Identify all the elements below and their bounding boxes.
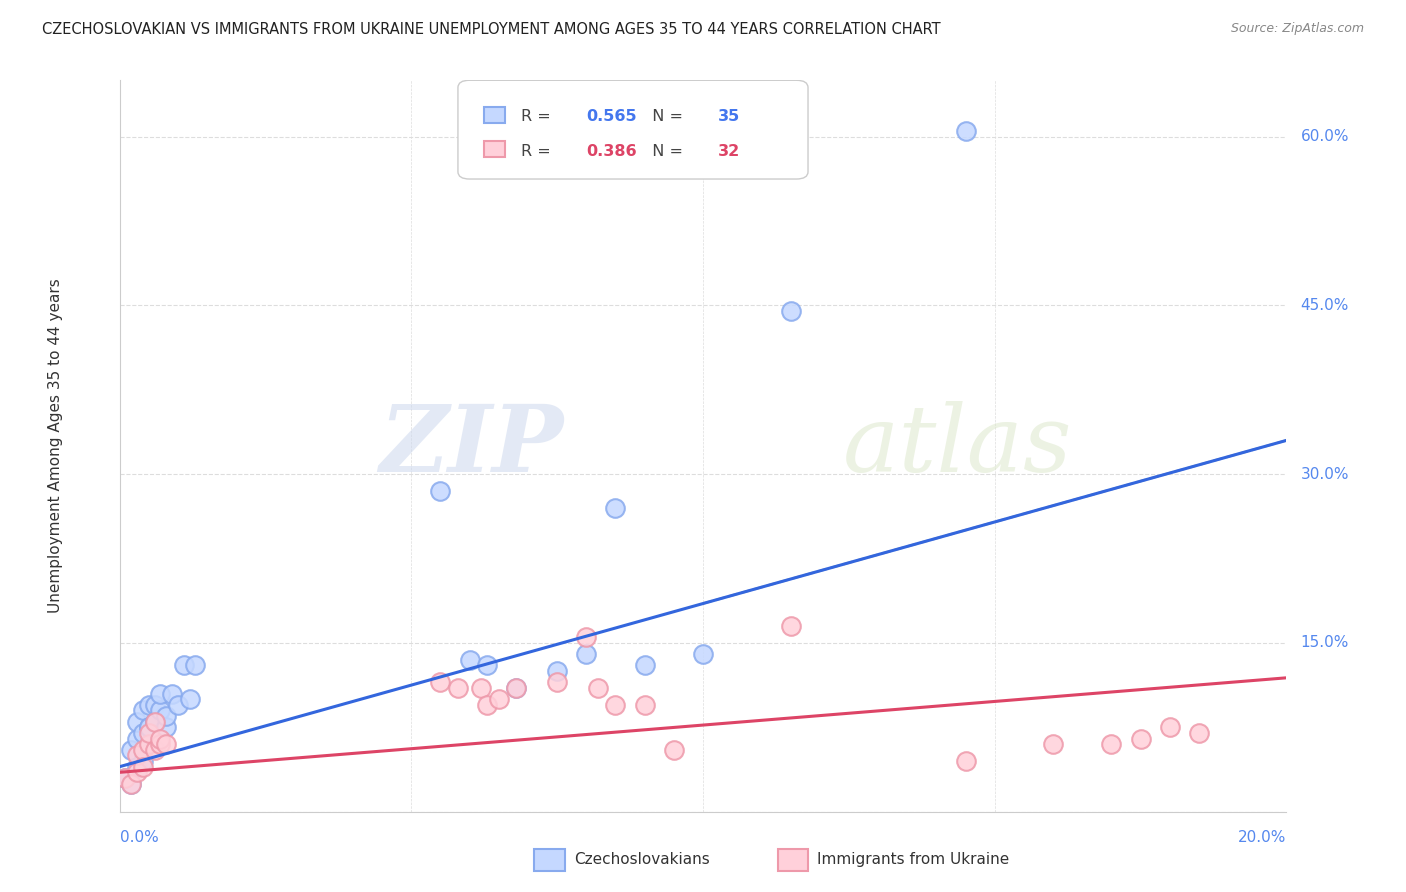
Text: Unemployment Among Ages 35 to 44 years: Unemployment Among Ages 35 to 44 years	[48, 278, 63, 614]
Point	[160, 687, 183, 701]
Text: ZIP: ZIP	[378, 401, 562, 491]
Point	[633, 658, 655, 673]
Point	[475, 698, 498, 712]
Point	[149, 703, 172, 717]
Point	[143, 714, 166, 729]
Text: 0.386: 0.386	[586, 144, 637, 159]
Point	[138, 720, 160, 734]
Text: 32: 32	[718, 144, 741, 159]
Text: 35: 35	[718, 110, 741, 124]
Point	[132, 726, 155, 740]
Point	[149, 731, 172, 746]
Point	[155, 737, 177, 751]
Point	[779, 304, 801, 318]
Text: 15.0%: 15.0%	[1301, 635, 1348, 650]
Point	[475, 658, 498, 673]
Point	[546, 664, 568, 678]
Text: 0.0%: 0.0%	[120, 830, 159, 845]
Text: atlas: atlas	[844, 401, 1073, 491]
Text: Source: ZipAtlas.com: Source: ZipAtlas.com	[1230, 22, 1364, 36]
Text: CZECHOSLOVAKIAN VS IMMIGRANTS FROM UKRAINE UNEMPLOYMENT AMONG AGES 35 TO 44 YEAR: CZECHOSLOVAKIAN VS IMMIGRANTS FROM UKRAI…	[42, 22, 941, 37]
Point	[143, 714, 166, 729]
Text: 20.0%: 20.0%	[1239, 830, 1286, 845]
FancyBboxPatch shape	[458, 80, 808, 179]
Point	[125, 765, 148, 780]
Point	[132, 703, 155, 717]
Point	[149, 687, 172, 701]
Point	[125, 748, 148, 763]
Point	[149, 737, 172, 751]
Point	[429, 483, 451, 498]
Point	[575, 630, 598, 644]
Text: 60.0%: 60.0%	[1301, 129, 1348, 144]
Point	[120, 776, 142, 790]
FancyBboxPatch shape	[484, 107, 505, 123]
Point	[488, 692, 510, 706]
Point	[138, 698, 160, 712]
Text: Immigrants from Ukraine: Immigrants from Ukraine	[817, 853, 1010, 867]
Point	[143, 698, 166, 712]
Point	[1159, 720, 1181, 734]
Point	[692, 647, 714, 661]
Point	[955, 754, 977, 768]
Point	[662, 743, 685, 757]
Point	[605, 698, 627, 712]
Point	[179, 692, 201, 706]
Point	[120, 776, 142, 790]
Text: N =: N =	[643, 144, 689, 159]
Point	[125, 714, 148, 729]
Point	[155, 720, 177, 734]
Point	[114, 771, 136, 785]
Point	[546, 675, 568, 690]
Point	[132, 743, 155, 757]
Point	[138, 720, 160, 734]
FancyBboxPatch shape	[484, 141, 505, 157]
Point	[575, 647, 598, 661]
Point	[125, 731, 148, 746]
Text: R =: R =	[522, 144, 555, 159]
Point	[132, 760, 155, 774]
Point	[955, 124, 977, 138]
Point	[166, 698, 188, 712]
Text: 0.565: 0.565	[586, 110, 637, 124]
Point	[138, 726, 160, 740]
Text: 30.0%: 30.0%	[1301, 467, 1348, 482]
Point	[1099, 737, 1122, 751]
Point	[125, 760, 148, 774]
Point	[505, 681, 527, 695]
Point	[1129, 731, 1152, 746]
Point	[143, 714, 166, 729]
Point	[184, 658, 207, 673]
Point	[138, 737, 160, 751]
Point	[1188, 726, 1211, 740]
Text: R =: R =	[522, 110, 555, 124]
Point	[120, 743, 142, 757]
Point	[155, 709, 177, 723]
Point	[132, 754, 155, 768]
Point	[779, 619, 801, 633]
Point	[586, 681, 609, 695]
Point	[173, 658, 195, 673]
Text: Czechoslovakians: Czechoslovakians	[574, 853, 710, 867]
Point	[458, 653, 481, 667]
Text: N =: N =	[643, 110, 689, 124]
Point	[447, 681, 470, 695]
Point	[429, 675, 451, 690]
Point	[1042, 737, 1064, 751]
Point	[470, 681, 492, 695]
Point	[605, 500, 627, 515]
Point	[114, 771, 136, 785]
Text: 45.0%: 45.0%	[1301, 298, 1348, 313]
Point	[505, 681, 527, 695]
Point	[143, 743, 166, 757]
Point	[633, 698, 655, 712]
